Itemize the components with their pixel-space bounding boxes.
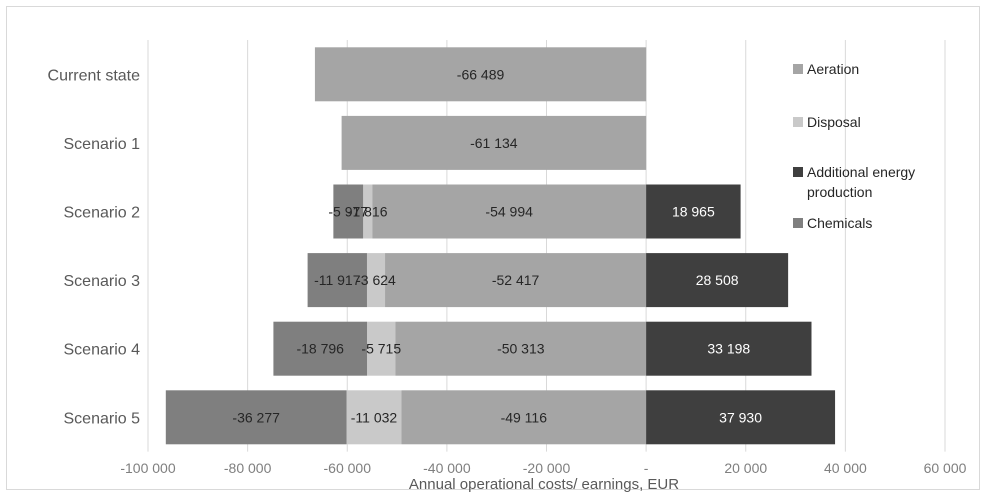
data-label-4-2: -50 313 bbox=[497, 341, 545, 357]
data-label-3-1: -3 624 bbox=[356, 272, 396, 288]
bar-2-series-1 bbox=[363, 184, 373, 239]
category-label-4: Scenario 4 bbox=[64, 342, 141, 359]
x-tick-label-0: -100 000 bbox=[120, 460, 175, 476]
data-label-5-2: -49 116 bbox=[501, 409, 548, 425]
x-tick-label-7: 40 000 bbox=[824, 460, 867, 476]
bar-3-series-2 bbox=[646, 253, 789, 308]
category-label-0: Current state bbox=[48, 67, 141, 84]
bar-5-series-1 bbox=[346, 390, 402, 445]
x-tick-label-2: -60 000 bbox=[324, 460, 372, 476]
legend-label-1: Disposal bbox=[807, 114, 861, 130]
data-label-4-1: -5 715 bbox=[361, 341, 401, 357]
bar-0-series-0 bbox=[314, 47, 647, 102]
bar-5-series-0 bbox=[401, 390, 647, 445]
x-tick-label-5: - bbox=[644, 460, 649, 476]
x-axis-title: Annual operational costs/ earnings, EUR bbox=[409, 476, 679, 493]
bar-4-series-1 bbox=[367, 321, 396, 376]
x-tick-label-3: -40 000 bbox=[423, 460, 471, 476]
bar-4-series-3 bbox=[273, 321, 368, 376]
data-label-3-3: 28 508 bbox=[696, 272, 739, 288]
legend-swatch-3 bbox=[793, 218, 803, 228]
bar-2-series-3 bbox=[333, 184, 364, 239]
data-label-3-0: -11 917 bbox=[314, 272, 361, 288]
data-label-5-0: -36 277 bbox=[232, 409, 280, 425]
bar-4-series-0 bbox=[395, 321, 647, 376]
legend-label-0: Aeration bbox=[807, 61, 859, 77]
data-label-1-0: -61 134 bbox=[470, 135, 518, 151]
x-tick-label-1: -80 000 bbox=[224, 460, 272, 476]
data-label-5-3: 37 930 bbox=[719, 409, 762, 425]
legend-label-2-line-0: Additional energy bbox=[807, 164, 915, 180]
category-label-1: Scenario 1 bbox=[64, 136, 141, 153]
data-label-3-2: -52 417 bbox=[492, 272, 540, 288]
category-label-3: Scenario 3 bbox=[64, 273, 141, 290]
legend-swatch-0 bbox=[793, 64, 803, 74]
data-label-4-3: 33 198 bbox=[707, 341, 750, 357]
chart-frame bbox=[6, 6, 980, 490]
category-label-5: Scenario 5 bbox=[64, 410, 141, 427]
legend-swatch-1 bbox=[793, 117, 803, 127]
legend-label-2-line-1: production bbox=[807, 184, 872, 200]
data-label-2-1: -1 816 bbox=[348, 204, 388, 220]
bar-2-series-2 bbox=[646, 184, 741, 239]
legend-label-3: Chemicals bbox=[807, 215, 872, 231]
x-tick-label-8: 60 000 bbox=[924, 460, 967, 476]
data-label-5-1: -11 032 bbox=[351, 409, 398, 425]
category-label-2: Scenario 2 bbox=[64, 205, 141, 222]
bar-2-series-0 bbox=[372, 184, 647, 239]
bar-5-series-3 bbox=[165, 390, 347, 445]
bar-4-series-2 bbox=[646, 321, 812, 376]
bar-3-series-3 bbox=[307, 253, 367, 308]
bar-3-series-0 bbox=[385, 253, 647, 308]
data-label-2-0: -5 977 bbox=[328, 204, 368, 220]
data-label-2-2: -54 994 bbox=[485, 204, 533, 220]
x-tick-label-4: -20 000 bbox=[523, 460, 571, 476]
data-label-2-3: 18 965 bbox=[672, 204, 715, 220]
x-tick-label-6: 20 000 bbox=[724, 460, 767, 476]
data-label-4-0: -18 796 bbox=[296, 341, 344, 357]
data-label-0-0: -66 489 bbox=[457, 66, 505, 82]
legend-swatch-2 bbox=[793, 167, 803, 177]
bar-5-series-2 bbox=[646, 390, 836, 445]
bar-3-series-1 bbox=[366, 253, 386, 308]
bar-1-series-0 bbox=[341, 115, 647, 170]
